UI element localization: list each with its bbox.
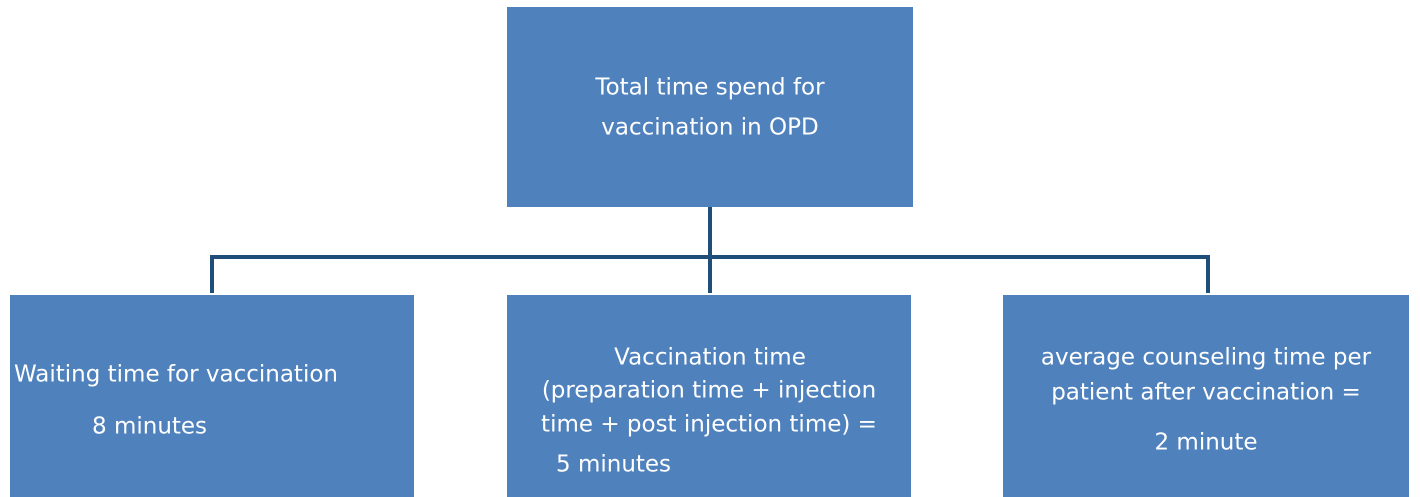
node-text: 5 minutes [556, 452, 671, 478]
root-box [507, 7, 913, 207]
node-text: 2 minute [1154, 430, 1257, 456]
node-text: 8 minutes [92, 414, 207, 440]
node-text: vaccination in OPD [601, 115, 818, 141]
waiting-box [10, 295, 414, 497]
node-text: (preparation time + injection [542, 378, 876, 404]
node-text: patient after vaccination = [1051, 380, 1361, 406]
node-text: average counseling time per [1041, 345, 1372, 371]
counseling-box [1003, 295, 1409, 497]
node-text: Vaccination time [614, 345, 806, 371]
node-text: Waiting time for vaccination [14, 362, 338, 388]
node-text: time + post injection time) = [541, 412, 877, 438]
vaccination-box [507, 295, 911, 497]
node-text: Total time spend for [594, 75, 825, 101]
